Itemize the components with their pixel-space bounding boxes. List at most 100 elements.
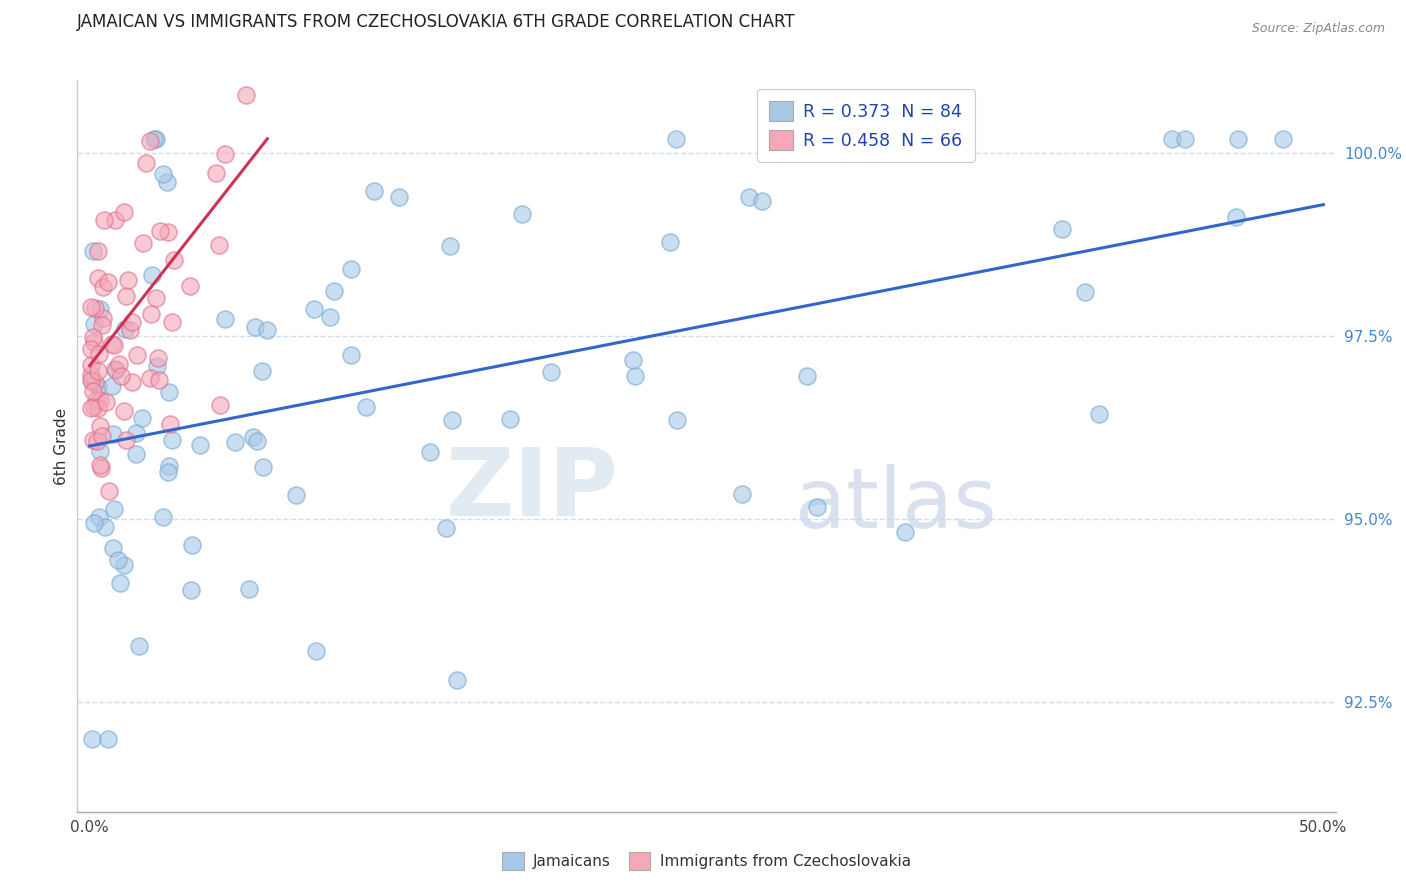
Point xyxy=(90,460,112,475)
Text: ZIP: ZIP xyxy=(446,444,619,536)
Point xyxy=(214,312,236,326)
Point xyxy=(89,392,111,407)
Point xyxy=(135,155,157,169)
Point xyxy=(103,501,125,516)
Point xyxy=(115,288,138,302)
Point xyxy=(87,244,110,259)
Point xyxy=(666,413,689,427)
Point xyxy=(82,731,104,746)
Point xyxy=(157,459,180,474)
Point xyxy=(751,194,773,209)
Point xyxy=(115,433,138,447)
Point xyxy=(806,500,828,514)
Point xyxy=(101,337,124,351)
Point xyxy=(131,411,153,425)
Point xyxy=(179,278,201,293)
Point xyxy=(80,300,103,314)
Point xyxy=(93,212,115,227)
Point xyxy=(439,239,461,253)
Point xyxy=(322,284,344,298)
Point xyxy=(86,380,108,394)
Point xyxy=(87,271,110,285)
Point xyxy=(121,375,143,389)
Point xyxy=(110,368,132,383)
Point xyxy=(142,132,165,146)
Point xyxy=(146,359,169,373)
Point xyxy=(1226,132,1249,146)
Point xyxy=(250,364,273,378)
Point xyxy=(80,368,103,382)
Point xyxy=(108,575,131,590)
Point xyxy=(89,443,111,458)
Point xyxy=(114,205,136,219)
Point xyxy=(387,190,409,204)
Point xyxy=(145,132,167,146)
Point xyxy=(83,400,105,414)
Point xyxy=(94,395,117,409)
Point xyxy=(246,434,269,448)
Point xyxy=(180,538,202,552)
Point xyxy=(80,342,103,356)
Point xyxy=(89,301,111,316)
Point xyxy=(163,253,186,268)
Point xyxy=(87,401,110,416)
Point xyxy=(83,334,105,349)
Point xyxy=(125,447,148,461)
Point xyxy=(204,166,226,180)
Point xyxy=(354,400,377,414)
Point xyxy=(419,445,441,459)
Text: Source: ZipAtlas.com: Source: ZipAtlas.com xyxy=(1251,22,1385,36)
Point xyxy=(86,363,108,377)
Point xyxy=(112,558,135,572)
Point xyxy=(107,357,129,371)
Point xyxy=(1088,407,1111,421)
Point xyxy=(107,553,129,567)
Point xyxy=(80,373,103,387)
Point xyxy=(152,509,174,524)
Point xyxy=(97,483,120,498)
Point xyxy=(97,731,120,746)
Point xyxy=(91,310,114,325)
Point xyxy=(665,132,688,146)
Point xyxy=(1073,285,1095,300)
Point xyxy=(208,238,231,252)
Point xyxy=(894,524,917,539)
Point xyxy=(91,280,114,294)
Point xyxy=(83,516,105,530)
Point xyxy=(84,392,107,407)
Point xyxy=(101,541,124,556)
Point xyxy=(94,520,117,534)
Point xyxy=(104,362,127,376)
Point xyxy=(101,379,124,393)
Point xyxy=(238,582,260,597)
Point xyxy=(84,375,107,389)
Point xyxy=(160,315,183,329)
Point xyxy=(105,363,128,377)
Point xyxy=(796,369,818,384)
Point xyxy=(152,167,174,181)
Point xyxy=(188,438,211,452)
Point xyxy=(82,434,104,448)
Point xyxy=(235,87,257,102)
Point xyxy=(148,373,170,387)
Point xyxy=(84,301,107,315)
Point xyxy=(510,207,533,221)
Point xyxy=(141,306,163,320)
Point xyxy=(658,235,681,249)
Point xyxy=(157,465,180,479)
Point xyxy=(319,310,342,324)
Point xyxy=(1161,132,1184,146)
Point xyxy=(159,417,181,431)
Point xyxy=(245,320,267,334)
Point xyxy=(208,398,231,412)
Point xyxy=(125,426,148,441)
Point xyxy=(91,429,114,443)
Point xyxy=(80,358,103,372)
Point xyxy=(252,459,274,474)
Text: atlas: atlas xyxy=(794,464,997,545)
Point xyxy=(145,291,167,305)
Text: JAMAICAN VS IMMIGRANTS FROM CZECHOSLOVAKIA 6TH GRADE CORRELATION CHART: JAMAICAN VS IMMIGRANTS FROM CZECHOSLOVAK… xyxy=(77,13,796,31)
Point xyxy=(1225,210,1247,224)
Point xyxy=(284,488,307,502)
Point xyxy=(82,244,104,258)
